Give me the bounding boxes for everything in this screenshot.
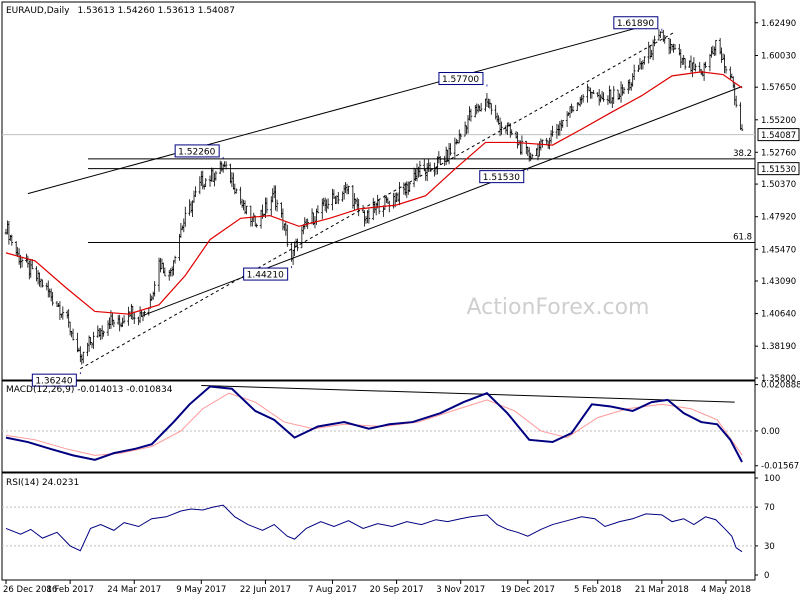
macd-y-tick-label: 0.00 <box>761 427 780 437</box>
watermark: ActionForex.com <box>467 295 650 320</box>
fibonacci-label: 61.8 <box>733 233 752 243</box>
price-y-tick-label: 1.38190 <box>761 342 796 352</box>
ohlc-values: 1.53613 1.54260 1.53613 1.54087 <box>78 6 235 16</box>
price-level-label: 1.54087 <box>761 131 796 141</box>
fibonacci-label: 38.2 <box>733 149 752 159</box>
x-axis-tick-label: 20 Sep 2017 <box>370 585 424 595</box>
x-axis-tick-label: 4 May 2018 <box>701 585 751 595</box>
macd-title: MACD(12,26,9) -0.014013 -0.010834 <box>6 385 173 395</box>
x-axis-tick-label: 24 Mar 2017 <box>107 585 161 595</box>
rsi-y-tick-label: 30 <box>764 542 775 552</box>
x-axis-tick-label: 3 Nov 2017 <box>436 585 485 595</box>
price-y-tick-label: 1.43090 <box>761 277 796 287</box>
price-y-tick-label: 1.50370 <box>761 180 796 190</box>
price-y-tick-label: 1.40640 <box>761 310 796 320</box>
annotation-label: 1.52260 <box>178 147 215 157</box>
price-y-tick-label: 1.60030 <box>761 52 796 62</box>
rsi-y-tick-label: 100 <box>764 474 780 484</box>
price-y-tick-label: 1.57650 <box>761 83 796 93</box>
x-axis-tick-label: 19 Dec 2017 <box>501 585 555 595</box>
x-axis-tick-label: 5 Feb 2018 <box>574 585 622 595</box>
rsi-title: RSI(14) 24.0231 <box>6 478 79 488</box>
price-y-tick-label: 1.52760 <box>761 148 796 158</box>
x-axis-tick-label: 7 Aug 2017 <box>308 585 357 595</box>
macd-y-tick-label: 0.020888 <box>761 381 800 391</box>
macd-y-tick-label: -0.015675 <box>761 462 800 472</box>
annotation-label: 1.51530 <box>483 173 520 183</box>
rsi-y-tick-label: 70 <box>764 503 775 513</box>
annotation-label: 1.44210 <box>247 271 284 281</box>
x-axis-tick-label: 22 Jun 2017 <box>240 585 291 595</box>
x-axis-tick-label: 21 Mar 2018 <box>635 585 689 595</box>
price-y-tick-label: 1.45470 <box>761 245 796 255</box>
x-axis-tick-label: 9 May 2017 <box>176 585 226 595</box>
annotation-label: 1.61890 <box>617 19 654 29</box>
price-level-label: 1.51530 <box>761 165 796 175</box>
x-axis-tick-label: 8 Feb 2017 <box>46 585 94 595</box>
price-y-tick-label: 1.62490 <box>761 19 796 29</box>
price-y-tick-label: 1.47920 <box>761 213 796 223</box>
rsi-y-tick-label: 0 <box>764 571 769 581</box>
annotation-label: 1.57700 <box>442 75 479 85</box>
symbol-label: EURAUD <box>6 6 44 16</box>
timeframe-label: Daily <box>47 6 70 16</box>
price-y-tick-label: 1.55200 <box>761 116 796 126</box>
